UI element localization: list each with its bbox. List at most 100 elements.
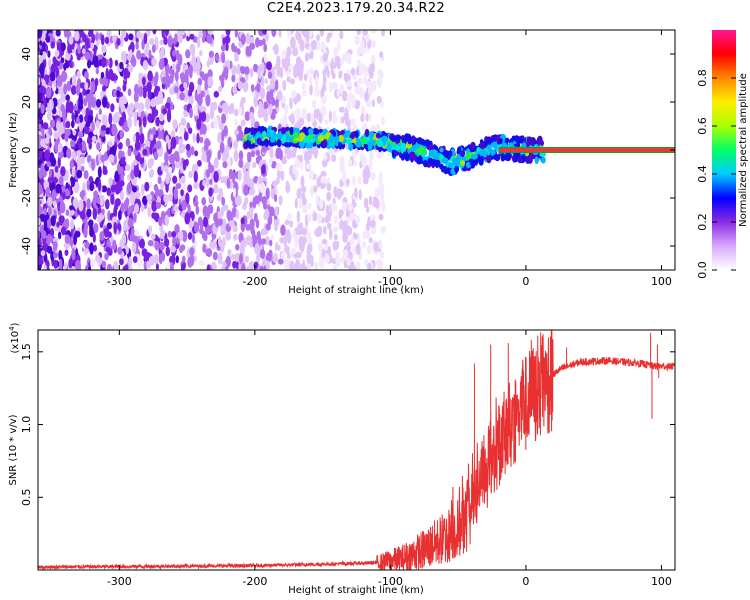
noise-point: [73, 197, 78, 206]
noise-point: [201, 153, 208, 162]
signal-point: [322, 139, 328, 148]
noise-point: [261, 164, 266, 175]
noise-point: [248, 260, 255, 270]
noise-point: [244, 111, 251, 121]
noise-point: [225, 42, 229, 52]
signal-point: [474, 157, 479, 166]
noise-point: [105, 246, 111, 253]
noise-point: [370, 80, 377, 92]
signal-point: [409, 151, 415, 159]
noise-point: [231, 65, 238, 76]
noise-point: [119, 157, 125, 165]
noise-point: [274, 193, 278, 203]
noise-point: [174, 224, 180, 235]
noise-point: [185, 49, 191, 59]
noise-point: [137, 109, 141, 118]
noise-point: [306, 253, 312, 265]
noise-point: [159, 113, 165, 122]
noise-point: [184, 87, 189, 96]
colorbar-tick-label: 0.4: [696, 165, 709, 183]
noise-point: [196, 118, 202, 130]
noise-point: [295, 258, 301, 270]
noise-point: [147, 206, 151, 218]
noise-point: [53, 62, 58, 69]
colorbar-gradient: [712, 30, 736, 270]
noise-point: [315, 193, 319, 207]
noise-point: [357, 234, 361, 247]
noise-point: [321, 238, 327, 245]
noise-point: [339, 106, 345, 113]
noise-point: [59, 123, 64, 133]
noise-point: [50, 215, 56, 227]
noise-point: [219, 141, 225, 154]
y-tick-label: 20: [20, 95, 33, 109]
noise-point: [213, 90, 219, 98]
noise-point: [360, 113, 365, 123]
noise-point: [237, 81, 244, 90]
noise-point: [168, 67, 174, 75]
noise-point: [123, 220, 128, 232]
noise-point: [133, 92, 139, 103]
noise-point: [54, 49, 60, 58]
noise-point: [65, 169, 69, 181]
noise-point: [266, 61, 272, 71]
noise-point: [57, 155, 61, 168]
noise-point: [101, 114, 108, 126]
noise-point: [72, 129, 77, 136]
noise-point: [245, 32, 251, 45]
noise-point: [272, 256, 279, 263]
noise-point: [347, 158, 353, 168]
noise-point: [118, 210, 122, 221]
noise-point: [271, 108, 276, 116]
noise-point: [233, 140, 238, 150]
noise-point: [158, 216, 163, 227]
noise-point: [354, 86, 360, 95]
noise-point: [143, 32, 148, 45]
noise-point: [229, 180, 233, 190]
noise-point: [342, 220, 348, 231]
noise-point: [86, 208, 92, 218]
noise-point: [333, 46, 339, 57]
noise-point: [191, 54, 197, 67]
noise-point: [122, 265, 128, 270]
noise-point: [139, 125, 143, 135]
noise-point: [232, 225, 238, 233]
noise-point: [151, 200, 158, 212]
noise-point: [197, 77, 203, 87]
noise-point: [132, 186, 137, 193]
noise-point: [362, 168, 369, 181]
noise-point: [175, 182, 182, 190]
noise-point: [150, 98, 157, 108]
noise-point: [76, 116, 80, 125]
noise-point: [99, 197, 104, 207]
signal-point: [367, 142, 373, 152]
noise-point: [296, 188, 301, 200]
noise-point: [326, 191, 332, 202]
colorbar-label: Normalized spectral amplitude: [738, 73, 749, 227]
signal-point: [390, 135, 397, 142]
noise-point: [289, 97, 293, 110]
noise-point: [187, 184, 193, 193]
noise-point: [283, 104, 289, 114]
signal-point: [333, 135, 340, 142]
noise-point: [224, 35, 231, 44]
signal-point: [332, 131, 337, 137]
noise-point: [164, 214, 169, 227]
noise-point: [255, 37, 260, 48]
signal-point: [480, 142, 485, 150]
noise-point: [254, 243, 260, 255]
noise-point: [313, 108, 318, 119]
noise-point: [203, 144, 207, 152]
noise-point: [119, 258, 124, 266]
signal-point: [430, 158, 437, 166]
signal-point: [376, 140, 384, 148]
noise-point: [226, 178, 231, 189]
colorbar-tick-label: 0.6: [696, 117, 709, 135]
noise-point: [237, 169, 242, 181]
noise-point: [201, 106, 207, 114]
noise-point: [374, 187, 380, 198]
noise-point: [167, 193, 173, 202]
signal-point: [393, 144, 401, 151]
noise-point: [56, 74, 63, 87]
noise-point: [352, 149, 357, 159]
